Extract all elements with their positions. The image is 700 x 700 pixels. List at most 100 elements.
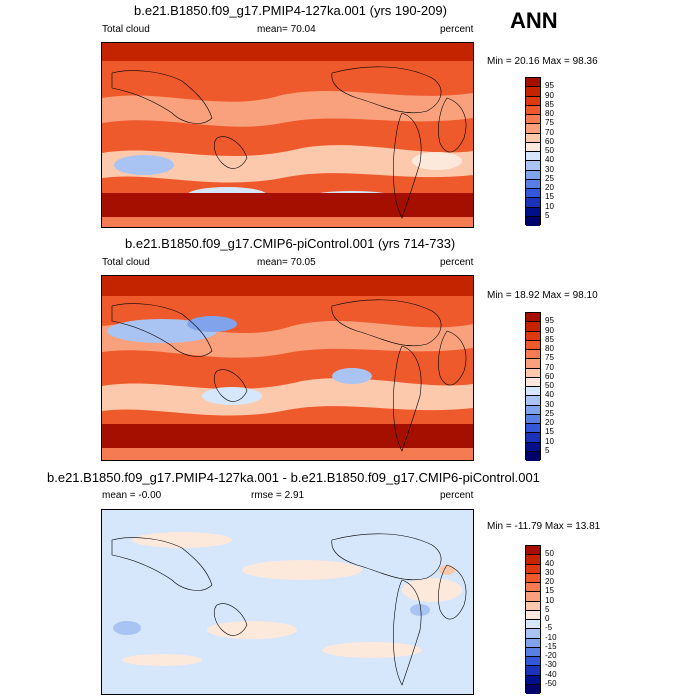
- panel2-colorbar-label: 40: [545, 390, 554, 400]
- panel2-colorbar-box: [526, 414, 540, 424]
- panel1-colorbar-box: [526, 189, 540, 199]
- panel2-low-cloud-patch-4: [332, 368, 372, 384]
- panel2-minmax: Min = 18.92 Max = 98.10: [487, 290, 598, 301]
- panel2-colorbar-box: [526, 359, 540, 369]
- panel1-colorbar-label: 95: [545, 81, 554, 91]
- panel3-colorbar-box: [526, 583, 540, 593]
- panel3-colorbar-label: 30: [545, 567, 554, 577]
- panel3-colorbar-box: [526, 647, 540, 657]
- panel3-colorbar-box: [526, 675, 540, 685]
- panel1-southern-ocean-band: [102, 193, 473, 217]
- panel2-southern-ocean-band: [102, 424, 473, 448]
- panel3-colorbar-box: [526, 657, 540, 667]
- panel1-low-cloud-patch-4: [412, 152, 462, 170]
- panel3-colorbar-box: [526, 573, 540, 583]
- panel2-colorbar-box: [526, 350, 540, 360]
- panel2-colorbar-label: 10: [545, 436, 554, 446]
- panel1-colorbar-box: [526, 170, 540, 180]
- panel1-colorbar-box: [526, 216, 540, 226]
- panel3-colorbar-label: 50: [545, 549, 554, 559]
- panel1-colorbar-box: [526, 198, 540, 208]
- panel1-colorbar-label: 70: [545, 127, 554, 137]
- panel2-colorbar-label: 25: [545, 408, 554, 418]
- panel1-colorbar-label: 30: [545, 164, 554, 174]
- panel1-colorbar: [525, 77, 541, 226]
- panel2-colorbar-label: 30: [545, 399, 554, 409]
- panel3-units: percent: [440, 490, 474, 501]
- panel3-colorbar-box: [526, 666, 540, 676]
- panel3-neg-patch-1: [113, 621, 141, 635]
- panel1-colorbar-label: 60: [545, 136, 554, 146]
- panel1-colorbar-box: [526, 87, 540, 97]
- panel1-units: percent: [440, 24, 474, 35]
- panel1-colorbar-label: 85: [545, 99, 554, 109]
- panel1-subtropic-band-s: [102, 145, 473, 183]
- panel2-colorbar-label: 80: [545, 344, 554, 353]
- panel3-colorbar-label: 15: [545, 586, 554, 596]
- panel1-map: [101, 42, 474, 228]
- panel1-colorbar-label: 5: [545, 210, 550, 220]
- panel1-colorbar-box: [526, 105, 540, 115]
- panel1-variable-label: Total cloud: [102, 24, 150, 35]
- panel2-colorbar-box: [526, 368, 540, 378]
- panel2-low-cloud-patch-2: [187, 316, 237, 332]
- panel2-colorbar-box: [526, 396, 540, 406]
- panel2-colorbar-box: [526, 405, 540, 415]
- panel3-colorbar-label: 20: [545, 577, 554, 586]
- panel3-rmse: rmse = 2.91: [251, 490, 304, 501]
- panel3-colorbar-box: [526, 620, 540, 630]
- panel1-colorbar-box: [526, 78, 540, 88]
- panel2-colorbar-label: 90: [545, 325, 554, 335]
- panel1-colorbar-box: [526, 124, 540, 134]
- season-label: ANN: [510, 8, 558, 33]
- panel2-colorbar-label: 95: [545, 316, 554, 326]
- panel3-map: [101, 509, 474, 695]
- panel2-antarctic-band: [102, 448, 473, 460]
- panel1-title: b.e21.B1850.f09_g17.PMIP4-127ka.001 (yrs…: [134, 3, 447, 18]
- panel3-coastlines: [111, 533, 467, 686]
- panel3-colorbar-label: 10: [545, 595, 554, 605]
- panel1-coastlines: [111, 66, 467, 219]
- panel2-coastlines: [111, 299, 467, 452]
- panel3-pos-patch-5: [322, 642, 422, 658]
- panel3-neg-patch-2: [410, 604, 430, 616]
- panel2-colorbar-label: 5: [545, 445, 550, 455]
- panel3-colorbar-label: 5: [545, 604, 550, 614]
- panel3-colorbar-box: [526, 546, 540, 556]
- panel1-colorbar-label: 50: [545, 146, 554, 155]
- panel1-colorbar-label: 75: [545, 118, 554, 128]
- panel1-colorbar-label: 25: [545, 173, 554, 183]
- panel1-colorbar-box: [526, 115, 540, 125]
- panel3-colorbar-label: 40: [545, 558, 554, 568]
- panel3-colorbar-box: [526, 638, 540, 648]
- panel3-title: b.e21.B1850.f09_g17.PMIP4-127ka.001 - b.…: [47, 470, 540, 485]
- panel2-colorbar-box: [526, 387, 540, 397]
- panel2-colorbar-box: [526, 451, 540, 461]
- panel1-mean-label: mean=: [257, 24, 288, 35]
- panel2-colorbar-box: [526, 340, 540, 350]
- panel2-mean: mean= 70.05: [257, 257, 316, 268]
- panel3-colorbar-label: -5: [545, 623, 553, 633]
- panel2-units: percent: [440, 257, 474, 268]
- panel3-colorbar-label: 0: [545, 614, 550, 623]
- panel1-colorbar-box: [526, 161, 540, 171]
- panel3-colorbar-box: [526, 592, 540, 602]
- panel3-colorbar-label: -40: [545, 669, 557, 679]
- panel1-mean-value: 70.04: [290, 24, 316, 35]
- panel2-colorbar-label: 20: [545, 418, 554, 427]
- panel1-colorbar-label: 80: [545, 109, 554, 118]
- panel1-colorbar-label: 15: [545, 192, 554, 202]
- panel2-colorbar-box: [526, 322, 540, 332]
- panel2-colorbar-label: 50: [545, 381, 554, 390]
- panel3-pos-patch-6: [122, 654, 202, 666]
- panel3-colorbar-label: -20: [545, 651, 557, 660]
- panel2-colorbar-box: [526, 424, 540, 434]
- panel3-colorbar-box: [526, 601, 540, 611]
- panel1-colorbar-box: [526, 133, 540, 143]
- panel2-colorbar-label: 70: [545, 362, 554, 372]
- panel3-colorbar-box: [526, 629, 540, 639]
- panel3-rmse-value: 2.91: [284, 490, 305, 501]
- panel3-colorbar-box: [526, 555, 540, 565]
- panel2-mean-label: mean=: [257, 257, 288, 268]
- panel2-subtropic-band-s: [102, 378, 473, 416]
